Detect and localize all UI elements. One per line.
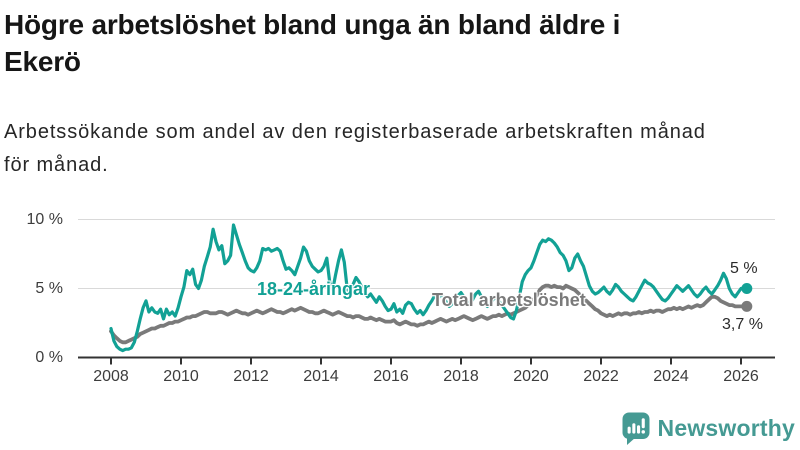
chart-title: Högre arbetslöshet bland unga än bland ä… (0, 6, 800, 80)
chart-subtitle: Arbetssökande som andel av den registerb… (0, 116, 800, 182)
x-axis-label: 2010 (163, 368, 199, 385)
newsworthy-logo-icon (622, 412, 650, 445)
x-axis-label: 2026 (723, 368, 759, 385)
y-axis-label: 10 % (26, 210, 63, 228)
chart-title-line-1: Högre arbetslöshet bland unga än bland ä… (4, 9, 621, 40)
end-dot-total (741, 300, 753, 312)
y-axis-label: 5 % (35, 279, 63, 297)
end-dot-youth (741, 283, 753, 294)
newsworthy-logo-text: Newsworthy (657, 415, 795, 441)
x-axis-label: 2014 (303, 368, 339, 385)
series-label-total: Total arbetslöshet (432, 290, 586, 310)
x-axis-label: 2018 (443, 368, 479, 385)
x-axis-label: 2012 (233, 368, 269, 385)
chart-subtitle-line-1: Arbetssökande som andel av den registerb… (4, 121, 706, 143)
series-label-youth: 18-24-åringar (257, 279, 371, 299)
chart-subtitle-line-2: för månad. (4, 154, 109, 176)
x-axis-label: 2022 (583, 368, 619, 385)
x-axis-label: 2008 (93, 368, 129, 385)
series-line-total (109, 283, 749, 345)
x-axis-label: 2020 (513, 368, 549, 385)
y-axis-label: 0 % (35, 348, 63, 366)
x-axis-label: 2016 (373, 368, 409, 385)
newsworthy-branding: Newsworthy (622, 412, 795, 445)
x-axis-label: 2024 (653, 368, 689, 385)
series-line-youth (109, 223, 749, 353)
end-value-label-total: 3,7 % (722, 316, 763, 333)
end-value-label-youth: 5 % (730, 260, 758, 277)
chart-title-line-2: Ekerö (4, 46, 81, 77)
